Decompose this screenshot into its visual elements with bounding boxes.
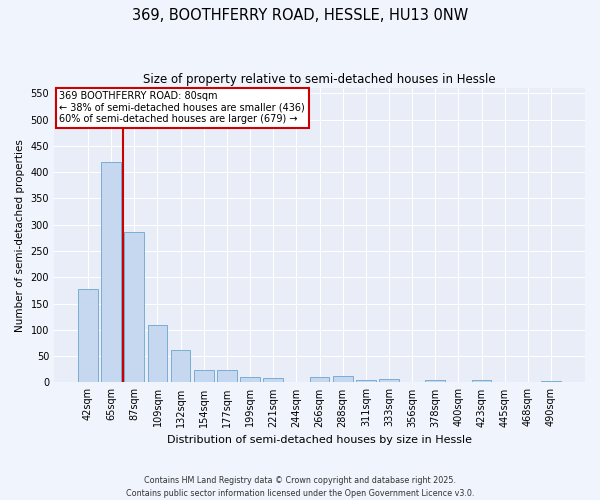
Bar (263, 378, 283, 382)
Bar (194, 370, 214, 382)
Title: Size of property relative to semi-detached houses in Hessle: Size of property relative to semi-detach… (143, 72, 496, 86)
X-axis label: Distribution of semi-detached houses by size in Hessle: Distribution of semi-detached houses by … (167, 435, 472, 445)
Text: 369, BOOTHFERRY ROAD, HESSLE, HU13 0NW: 369, BOOTHFERRY ROAD, HESSLE, HU13 0NW (132, 8, 468, 22)
Bar (78, 289, 98, 382)
Text: 369 BOOTHFERRY ROAD: 80sqm
← 38% of semi-detached houses are smaller (436)
60% o: 369 BOOTHFERRY ROAD: 80sqm ← 38% of semi… (59, 91, 305, 124)
Bar (472, 380, 491, 382)
Bar (379, 380, 399, 382)
Bar (240, 377, 260, 382)
Text: Contains HM Land Registry data © Crown copyright and database right 2025.
Contai: Contains HM Land Registry data © Crown c… (126, 476, 474, 498)
Bar (148, 325, 167, 382)
Bar (217, 370, 237, 382)
Bar (101, 162, 121, 382)
Bar (356, 380, 376, 382)
Bar (333, 376, 353, 382)
Bar (124, 232, 144, 382)
Bar (541, 381, 561, 382)
Y-axis label: Number of semi-detached properties: Number of semi-detached properties (15, 139, 25, 332)
Bar (171, 350, 190, 382)
Bar (310, 376, 329, 382)
Bar (425, 380, 445, 382)
